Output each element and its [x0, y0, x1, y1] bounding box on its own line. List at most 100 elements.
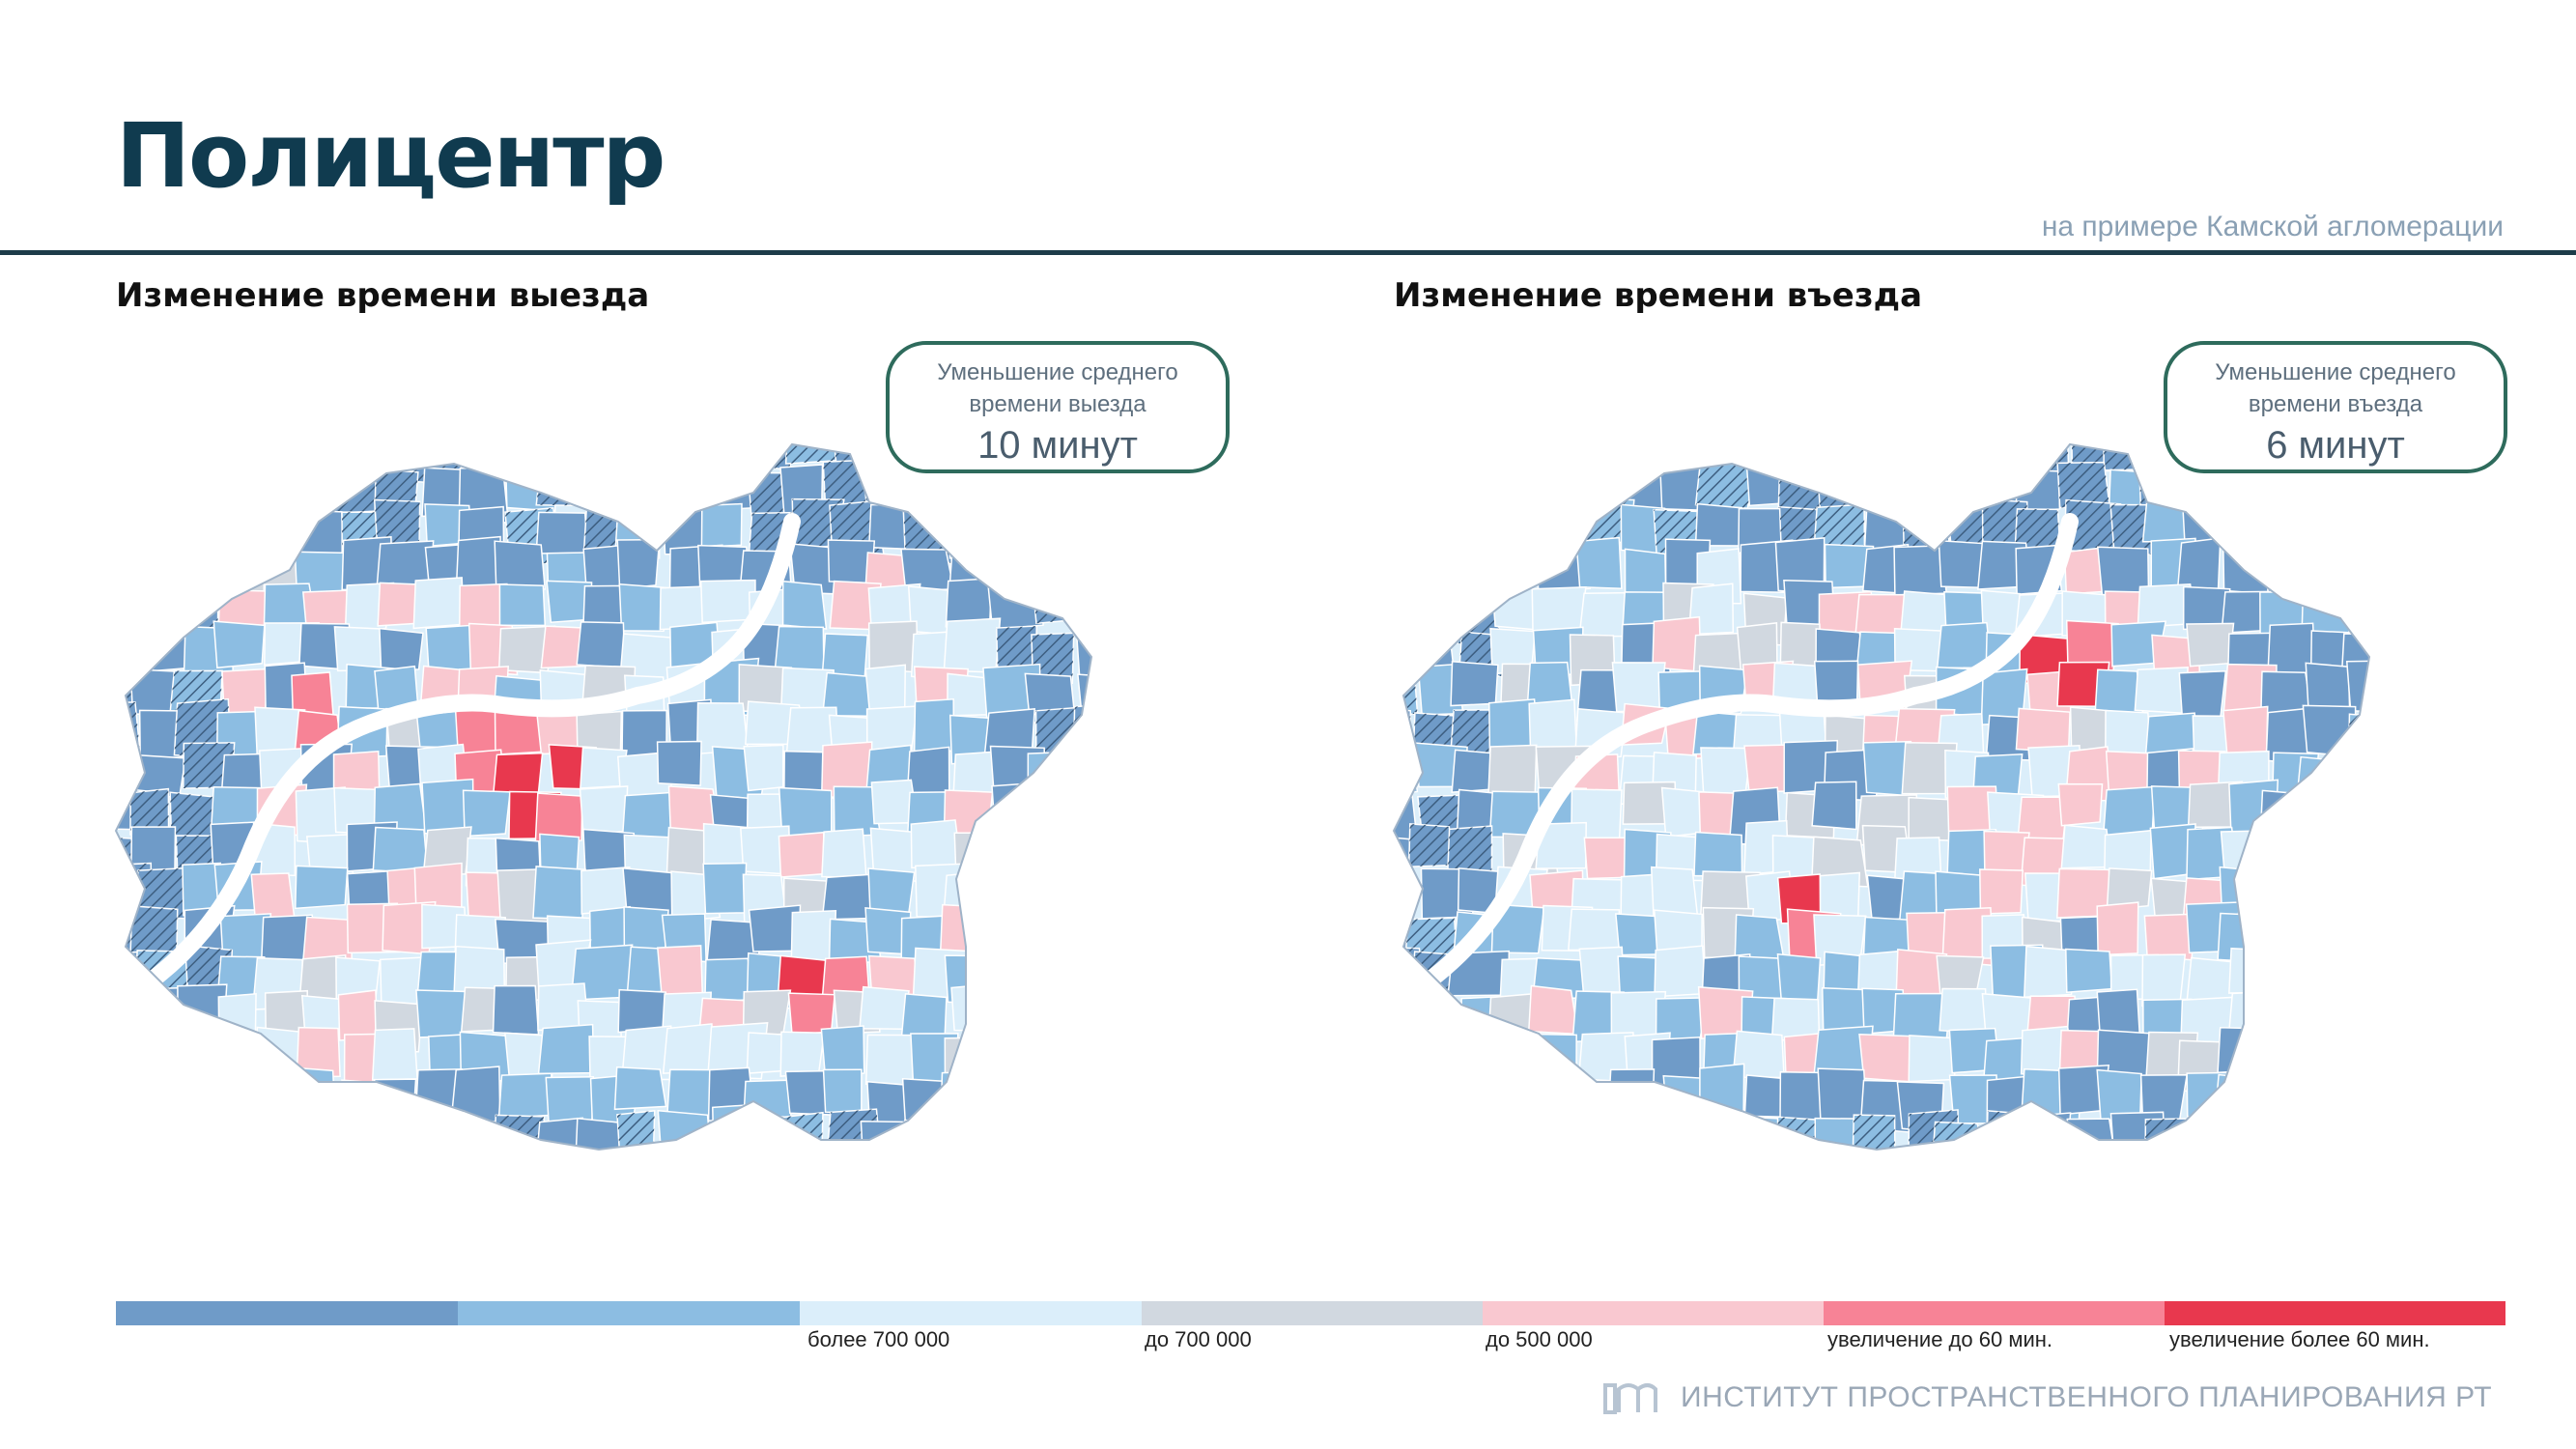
- map-zone: [492, 984, 540, 1036]
- map-zone: [575, 1117, 625, 1150]
- map-zone: [294, 865, 349, 910]
- map-zone-hatch: [1394, 624, 1415, 673]
- map-zone: [2348, 539, 2369, 591]
- map-zone-hatch: [1076, 906, 1091, 952]
- map-zone: [943, 617, 1002, 673]
- map-zone-hatch: [904, 1120, 958, 1150]
- map-zone: [1031, 911, 1084, 964]
- map-zone: [1454, 1159, 1509, 1213]
- map-zone: [2222, 705, 2269, 756]
- map-zone-hatch: [1986, 1110, 2035, 1150]
- map-zone-hatch: [576, 1151, 629, 1194]
- map-zone-hatch: [2342, 796, 2369, 841]
- map-zone: [1394, 1111, 1418, 1150]
- map-zone: [1615, 444, 1667, 474]
- map-zone-hatch: [1105, 794, 1111, 841]
- map-zone-hatch: [1417, 471, 1469, 518]
- map-zone: [1605, 1147, 1659, 1150]
- map-zone: [1449, 498, 1510, 550]
- map-zone-hatch: [2104, 444, 2156, 470]
- map-zone: [983, 1114, 1031, 1150]
- map-zone-hatch: [1739, 1156, 1787, 1199]
- map-zone: [1695, 1113, 1744, 1150]
- map-zone-hatch: [2343, 985, 2369, 1037]
- map-zone-hatch: [2302, 1066, 2354, 1116]
- map-zone-hatch: [2232, 1117, 2277, 1150]
- map-zone-hatch: [116, 1038, 152, 1086]
- map-zone: [2298, 1037, 2349, 1093]
- map-zone-hatch: [667, 456, 720, 513]
- map-zone: [544, 1149, 588, 1150]
- map-zone: [500, 1154, 549, 1201]
- map-zone: [378, 444, 435, 471]
- map-zone: [1076, 991, 1091, 1050]
- map-zone-hatch: [175, 501, 223, 551]
- river: [1394, 513, 2079, 1013]
- map-zone-hatch: [1394, 512, 1433, 558]
- map-zone: [2060, 824, 2112, 869]
- map-zone: [2310, 818, 2360, 867]
- map-zone: [2262, 468, 2312, 516]
- map-zone-hatch: [1025, 544, 1072, 588]
- map-zone-hatch: [116, 989, 149, 1038]
- map-heading-arrival: Изменение времени въезда: [1394, 276, 1923, 315]
- map-zone: [116, 910, 135, 961]
- map-zone-hatch: [2064, 499, 2121, 554]
- map-zone: [2298, 908, 2357, 959]
- map-zone: [1893, 545, 1947, 596]
- map-zone: [1865, 444, 1908, 471]
- map-zone: [372, 1078, 417, 1123]
- map-zone-hatch: [1394, 706, 1411, 762]
- map-zone-hatch: [948, 508, 1005, 559]
- map-zone: [2348, 864, 2369, 910]
- map-zone: [743, 744, 784, 792]
- map-zone-hatch: [1853, 1115, 1895, 1150]
- map-zone: [1065, 1032, 1091, 1079]
- map-zone-hatch: [1073, 703, 1091, 756]
- legend-swatch-3: [800, 1301, 1142, 1325]
- map-zone-hatch: [708, 444, 753, 479]
- map-zone: [2381, 989, 2389, 1037]
- map-zone: [534, 792, 583, 845]
- map-zone: [1025, 949, 1073, 1001]
- map-zone: [781, 580, 828, 630]
- map-zone: [778, 831, 825, 878]
- map-zone: [576, 621, 626, 669]
- map-zone-hatch: [916, 1152, 964, 1202]
- map-zone-hatch: [1105, 635, 1111, 680]
- map-zone: [2273, 1161, 2317, 1209]
- map-zone: [1394, 1067, 1422, 1123]
- map-zone-hatch: [454, 1149, 501, 1150]
- map-zone-hatch: [1695, 1114, 1744, 1150]
- map-zone: [2385, 751, 2389, 802]
- callout-text-line2: времени въезда: [2248, 391, 2423, 417]
- map-zone: [1575, 536, 1623, 589]
- map-zone: [821, 828, 867, 879]
- map-zone: [2341, 1037, 2369, 1091]
- map-zone-hatch: [869, 1156, 923, 1202]
- map-zone-hatch: [2109, 1156, 2155, 1204]
- map-zone: [2186, 622, 2235, 668]
- map-zone: [294, 460, 348, 507]
- map-zone: [1394, 623, 1415, 674]
- map-zone-hatch: [1394, 995, 1422, 1042]
- map-zone: [2306, 500, 2356, 550]
- map-zone: [662, 444, 713, 484]
- map-zone: [1578, 946, 1626, 998]
- map-zone-hatch: [2262, 469, 2311, 516]
- map-zone: [1451, 1116, 1502, 1150]
- callout-value: 10 минут: [977, 424, 1138, 467]
- map-zone: [1394, 876, 1407, 930]
- map-zone-hatch: [2345, 1109, 2369, 1150]
- map-zone-hatch: [2353, 919, 2369, 969]
- map-zone-hatch: [116, 582, 145, 636]
- map-zone-hatch: [1450, 498, 1509, 550]
- map-zone: [2341, 1163, 2389, 1205]
- map-zone: [2065, 1158, 2114, 1207]
- map-zone: [174, 500, 224, 551]
- map-zone-hatch: [116, 466, 145, 508]
- map-zone: [116, 581, 146, 637]
- map-zone-hatch: [1070, 469, 1091, 522]
- map-zone: [2186, 1071, 2240, 1122]
- map-zone: [2384, 634, 2389, 681]
